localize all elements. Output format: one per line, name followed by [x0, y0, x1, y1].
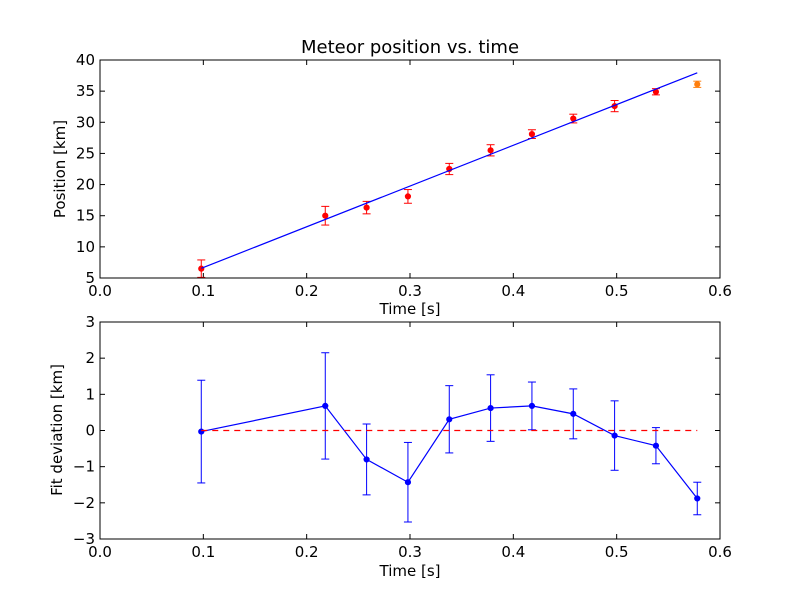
- data-point: [487, 147, 494, 154]
- data-point: [404, 193, 412, 200]
- x-tick-label: 0.3: [398, 282, 422, 300]
- data-point: [322, 212, 329, 219]
- y-tick-label: 2: [85, 349, 95, 367]
- x-tick-label: 0.5: [605, 282, 629, 300]
- deviation-plot: 0.0 0.1 0.2 0.3 0.4 0.5 0.6 −3 −2 −1 0 1 2 3 Time [s]…: [48, 313, 732, 580]
- y-tick-label: −2: [73, 494, 95, 512]
- y-tick-label: 30: [76, 113, 95, 131]
- deviation-plot-ticks: 0.0 0.1 0.2 0.3 0.4 0.5 0.6 −3 −2 −1 0 1 2 3: [73, 313, 732, 561]
- y-axis-label: Fit deviation [km]: [48, 364, 66, 496]
- data-point: [363, 204, 370, 211]
- x-tick-label: 0.0: [88, 282, 112, 300]
- data-point: [446, 416, 453, 423]
- x-tick-label: 0.2: [295, 282, 319, 300]
- y-tick-label: −1: [73, 458, 95, 476]
- x-tick-label: 0.1: [191, 282, 215, 300]
- x-tick-label: 0.4: [501, 543, 525, 561]
- position-plot-ticks: 0.0 0.1 0.2 0.3 0.4 0.5 0.6 5 10 15 20 25 30 35 40: [76, 51, 732, 300]
- deviation-plot-frame: [99, 321, 721, 540]
- x-tick-label: 0.0: [88, 543, 112, 561]
- x-tick-label: 0.2: [295, 543, 319, 561]
- data-point: [694, 495, 701, 502]
- y-tick-label: 35: [76, 82, 95, 100]
- chart-title: Meteor position vs. time: [301, 37, 519, 58]
- deviation-plot-marks: [197, 352, 702, 523]
- fit-line: [201, 72, 698, 269]
- data-point: [363, 456, 370, 463]
- y-tick-label: 0: [85, 422, 95, 440]
- position-plot: Meteor position vs. time 0.0 0.1 0.2 0.3 0.4…: [51, 37, 732, 318]
- data-point: [198, 428, 205, 435]
- x-tick-label: 0.4: [501, 282, 525, 300]
- y-tick-label: 25: [76, 144, 95, 162]
- position-plot-frame: [99, 59, 721, 279]
- data-point: [652, 442, 660, 449]
- data-point: [694, 81, 701, 88]
- position-plot-marks: [197, 72, 702, 278]
- y-tick-label: 10: [76, 238, 95, 256]
- data-point: [487, 404, 494, 412]
- data-point: [611, 432, 618, 439]
- x-tick-label: 0.3: [398, 543, 422, 561]
- y-axis-label: Position [km]: [51, 120, 69, 218]
- x-tick-label: 0.5: [605, 543, 629, 561]
- y-tick-label: 1: [85, 385, 95, 403]
- x-axis-label: Time [s]: [379, 562, 441, 580]
- y-tick-label: −3: [73, 530, 95, 548]
- data-point: [198, 265, 205, 272]
- x-axis-label: Time [s]: [379, 300, 441, 318]
- data-point: [322, 402, 329, 410]
- y-tick-label: 20: [76, 176, 95, 194]
- y-tick-label: 15: [76, 207, 95, 225]
- y-tick-label: 5: [85, 269, 95, 287]
- data-point: [404, 479, 412, 486]
- x-tick-label: 0.6: [708, 282, 732, 300]
- data-point: [528, 402, 536, 410]
- x-tick-label: 0.6: [708, 543, 732, 561]
- y-tick-label: 40: [76, 51, 95, 69]
- data-point: [528, 131, 536, 138]
- y-tick-label: 3: [85, 313, 95, 331]
- data-point: [570, 410, 577, 417]
- x-tick-label: 0.1: [191, 543, 215, 561]
